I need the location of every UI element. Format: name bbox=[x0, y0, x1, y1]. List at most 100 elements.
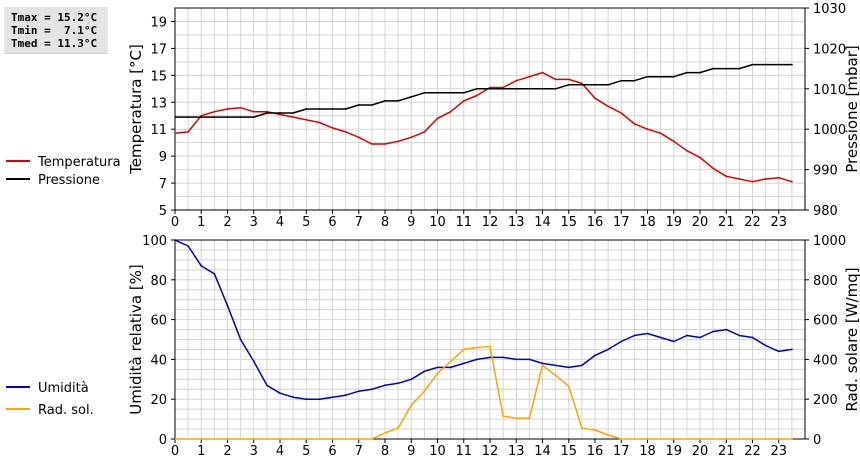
series-point-rad-sol- bbox=[646, 438, 649, 440]
series-point-temperatura bbox=[279, 113, 281, 116]
series-line-pressione bbox=[175, 63, 792, 118]
left-tick-label-top: 13 bbox=[150, 96, 167, 111]
x-tick-label-top: 9 bbox=[407, 215, 415, 230]
series-point-rad-sol- bbox=[581, 427, 583, 429]
series-point-pressione bbox=[528, 87, 531, 90]
series-point-temperatura bbox=[187, 131, 190, 133]
series-point-temperatura bbox=[410, 136, 413, 139]
left-tick-label-bottom: 20 bbox=[150, 393, 167, 408]
series-point-umidit- bbox=[462, 362, 465, 365]
series-point-umidit- bbox=[528, 358, 531, 361]
series-point-temperatura bbox=[751, 180, 754, 183]
x-tick-label-top: 0 bbox=[171, 215, 179, 230]
series-point-rad-sol- bbox=[594, 429, 596, 431]
series-point-temperatura bbox=[462, 100, 465, 102]
series-point-umidit- bbox=[515, 358, 518, 361]
series-point-temperatura bbox=[226, 108, 229, 110]
series-point-pressione bbox=[541, 87, 544, 90]
x-tick-label-bottom: 20 bbox=[692, 444, 709, 459]
series-point-temperatura bbox=[528, 75, 531, 78]
x-tick-label-bottom: 23 bbox=[770, 444, 787, 459]
series-point-pressione bbox=[279, 112, 281, 114]
legend-label: Umidità bbox=[38, 381, 89, 396]
series-point-pressione bbox=[581, 83, 583, 86]
left-tick-label-bottom: 80 bbox=[150, 274, 167, 289]
right-tick-label-bottom: 600 bbox=[813, 314, 838, 329]
x-tick-label-top: 12 bbox=[482, 215, 499, 230]
series-point-umidit- bbox=[476, 358, 478, 361]
left-tick-label-top: 5 bbox=[159, 204, 167, 219]
series-point-pressione bbox=[200, 116, 203, 118]
series-point-umidit- bbox=[331, 396, 334, 399]
x-tick-label-bottom: 12 bbox=[482, 444, 499, 459]
series-point-umidit- bbox=[672, 340, 675, 343]
series-point-pressione bbox=[791, 63, 793, 66]
series-point-umidit- bbox=[410, 378, 413, 381]
x-tick-label-bottom: 4 bbox=[276, 444, 284, 459]
series-point-temperatura bbox=[175, 132, 176, 135]
series-point-pressione bbox=[607, 83, 609, 86]
x-tick-label-bottom: 22 bbox=[744, 444, 761, 459]
series-point-pressione bbox=[213, 116, 216, 118]
series-point-temperatura bbox=[200, 114, 203, 117]
series-point-temperatura bbox=[738, 178, 741, 180]
right-tick-label-top: 1020 bbox=[813, 42, 846, 57]
series-line-temperatura bbox=[175, 71, 793, 183]
x-tick-label-bottom: 13 bbox=[508, 444, 525, 459]
series-point-umidit- bbox=[371, 388, 373, 391]
x-tick-label-bottom: 14 bbox=[534, 444, 551, 459]
series-point-rad-sol- bbox=[672, 438, 675, 440]
series-point-pressione bbox=[594, 83, 596, 86]
left-tick-label-bottom: 100 bbox=[142, 234, 167, 249]
series-point-umidit- bbox=[175, 239, 176, 241]
series-point-pressione bbox=[397, 100, 399, 102]
series-point-rad-sol- bbox=[449, 360, 452, 363]
series-point-pressione bbox=[699, 71, 701, 74]
series-point-umidit- bbox=[764, 344, 767, 347]
series-point-pressione bbox=[489, 87, 491, 90]
left-tick-label-bottom: 60 bbox=[150, 314, 167, 329]
x-tick-label-top: 23 bbox=[770, 215, 787, 230]
series-point-umidit- bbox=[738, 334, 741, 337]
series-point-temperatura bbox=[331, 127, 334, 129]
series-point-umidit- bbox=[581, 364, 583, 367]
series-point-temperatura bbox=[725, 175, 728, 178]
left-tick-label-bottom: 40 bbox=[150, 353, 167, 368]
series-point-pressione bbox=[371, 104, 373, 106]
series-point-umidit- bbox=[554, 364, 557, 367]
series-point-rad-sol- bbox=[357, 438, 360, 440]
x-tick-label-bottom: 19 bbox=[665, 444, 682, 459]
series-point-pressione bbox=[567, 83, 570, 86]
series-point-rad-sol- bbox=[567, 385, 570, 388]
series-point-temperatura bbox=[554, 78, 557, 81]
series-point-rad-sol- bbox=[305, 438, 308, 440]
x-tick-label-bottom: 0 bbox=[171, 444, 179, 459]
series-point-rad-sol- bbox=[725, 438, 728, 440]
x-tick-label-top: 19 bbox=[665, 215, 682, 230]
series-point-rad-sol- bbox=[515, 417, 518, 419]
series-point-pressione bbox=[384, 100, 386, 102]
series-point-temperatura bbox=[502, 86, 504, 89]
series-point-umidit- bbox=[607, 348, 609, 351]
series-point-rad-sol- bbox=[791, 438, 793, 440]
series-point-umidit- bbox=[725, 328, 728, 331]
series-point-rad-sol- bbox=[279, 438, 281, 440]
x-tick-label-top: 7 bbox=[355, 215, 363, 230]
series-point-temperatura bbox=[712, 167, 714, 170]
series-point-temperatura bbox=[371, 143, 373, 145]
x-tick-label-bottom: 8 bbox=[381, 444, 389, 459]
series-point-umidit- bbox=[305, 398, 308, 401]
series-point-rad-sol- bbox=[252, 438, 255, 440]
series-point-umidit- bbox=[686, 334, 688, 337]
tmax-stat: Tmax = 15.2°C bbox=[11, 11, 98, 24]
series-point-rad-sol- bbox=[699, 438, 701, 440]
series-point-pressione bbox=[554, 87, 557, 90]
right-axis-label-top: Pressione [mbar] bbox=[843, 45, 860, 173]
x-tick-label-top: 2 bbox=[223, 215, 231, 230]
x-tick-label-top: 5 bbox=[302, 215, 310, 230]
x-tick-label-top: 11 bbox=[455, 215, 472, 230]
series-point-temperatura bbox=[686, 149, 688, 152]
series-point-pressione bbox=[515, 87, 518, 90]
series-point-umidit- bbox=[266, 384, 268, 387]
x-tick-label-bottom: 11 bbox=[455, 444, 472, 459]
